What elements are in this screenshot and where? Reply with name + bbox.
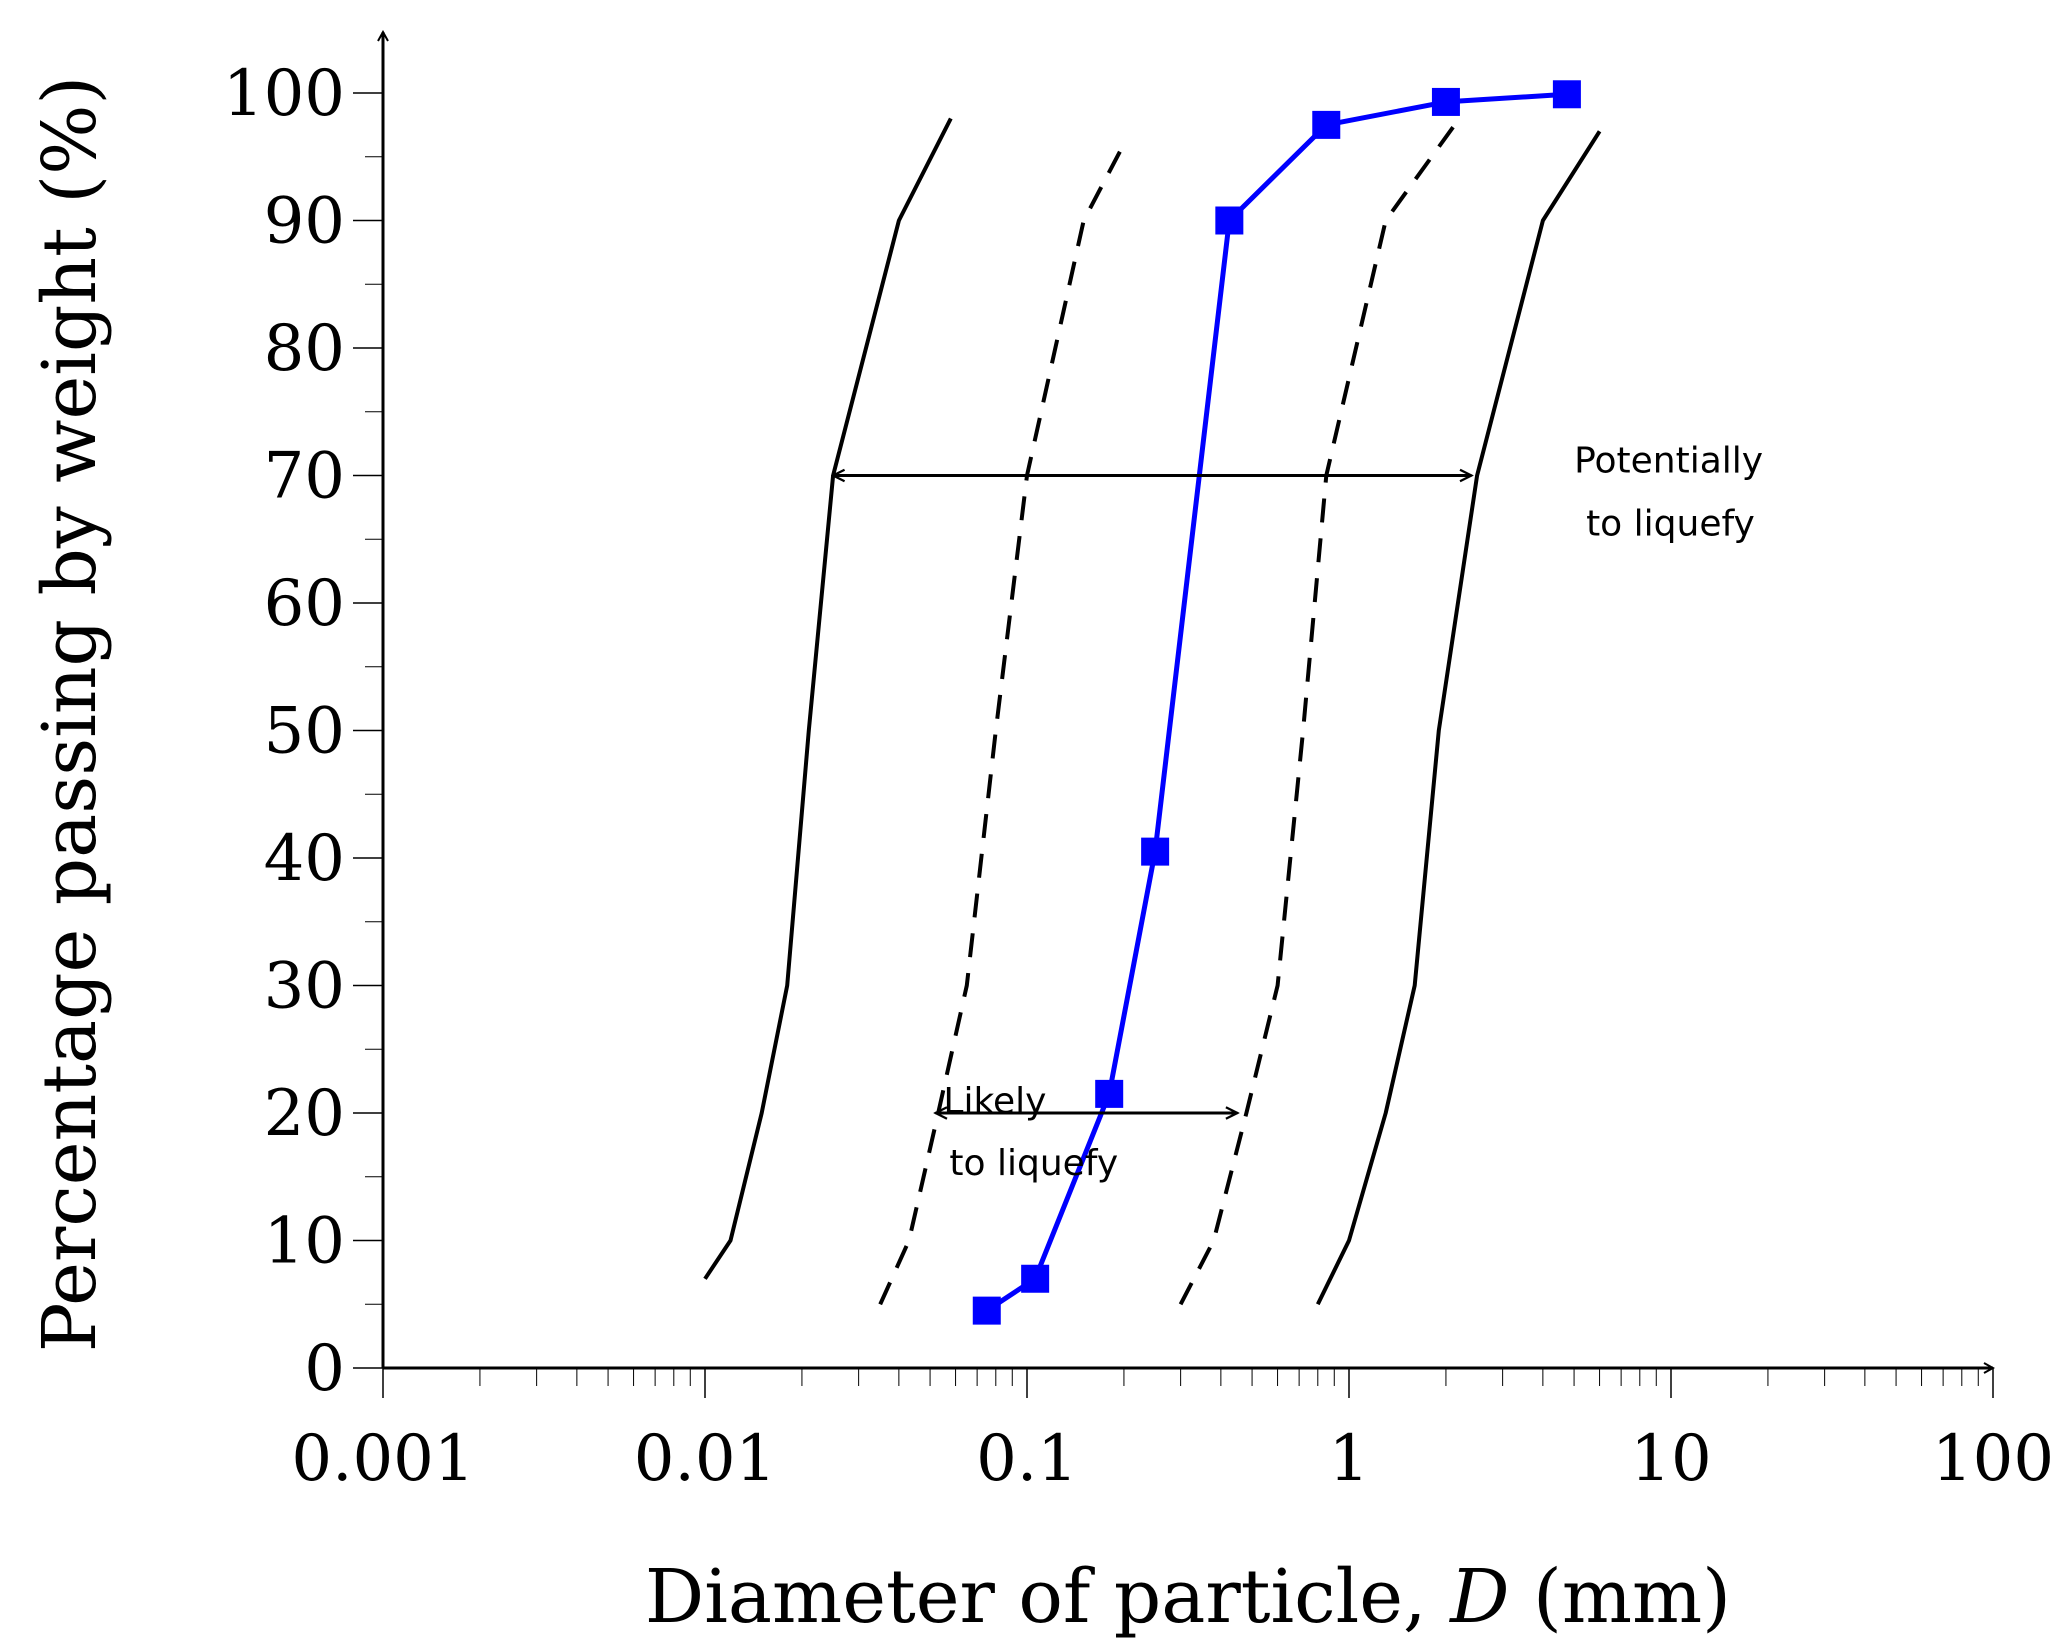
- series-line: [878, 143, 1126, 1306]
- y-tick-label: 50: [264, 695, 345, 769]
- series-line: [1316, 130, 1602, 1306]
- series-line: [1178, 117, 1461, 1306]
- series-layer: [703, 80, 1602, 1325]
- data-point: [1021, 1264, 1050, 1293]
- x-axis-label-symbol: D: [1448, 1554, 1509, 1640]
- annotation-label-line1: Potentially: [1574, 441, 1763, 482]
- series-3: [972, 80, 1581, 1325]
- series-2: [878, 143, 1126, 1306]
- x-tick-label: 10: [1630, 1422, 1711, 1496]
- y-tick-label: 0: [304, 1332, 345, 1406]
- annotation-label-line2: to liquefy: [1586, 504, 1755, 545]
- y-tick-label: 20: [264, 1077, 345, 1151]
- y-tick-label: 40: [264, 822, 345, 896]
- annotation-layer: Potentially to liquefy Likely to liquefy: [833, 441, 1763, 1184]
- annotation-1: Potentially to liquefy: [833, 441, 1763, 545]
- data-point: [1095, 1079, 1124, 1108]
- y-tick-label: 90: [264, 185, 345, 259]
- y-tick-label: 80: [264, 312, 345, 386]
- x-axis: 0.001 0.01 0.1 1 10 100 Diameter of particle,…: [291, 1368, 2054, 1640]
- y-tick-label: 10: [264, 1205, 345, 1279]
- x-tick-label: 100: [1932, 1422, 2054, 1496]
- data-point: [1431, 87, 1460, 116]
- x-tick-label: 1: [1329, 1422, 1370, 1496]
- annotation-label-line2: to liquefy: [949, 1143, 1118, 1184]
- y-tick-label: 70: [264, 440, 345, 514]
- x-tick-label: 0.1: [976, 1422, 1078, 1496]
- x-tick-label: 0.001: [291, 1422, 474, 1496]
- x-tick-label: 0.01: [634, 1422, 777, 1496]
- x-axis-label: Diameter of particle, D (mm): [645, 1554, 1731, 1640]
- data-point: [1312, 110, 1341, 139]
- data-point: [1141, 837, 1170, 866]
- series-1: [703, 117, 953, 1280]
- data-point: [1552, 80, 1581, 109]
- y-axis-label: Percentage passing by weight (%): [27, 76, 113, 1353]
- y-tick-label: 100: [223, 57, 345, 131]
- annotation-2: Likely to liquefy: [936, 1081, 1238, 1184]
- y-ticks: [353, 92, 383, 1369]
- y-tick-label: 30: [264, 950, 345, 1024]
- data-point: [972, 1296, 1001, 1325]
- series-5: [1316, 130, 1602, 1306]
- annotation-label-line1: Likely: [943, 1081, 1046, 1122]
- data-point: [1215, 206, 1244, 235]
- y-axis: 0 10 20 30 40 50 60 70 80 90 100 Percentage passin…: [27, 32, 383, 1406]
- y-tick-labels: 0 10 20 30 40 50 60 70 80 90 100: [223, 57, 345, 1406]
- y-tick-label: 60: [264, 567, 345, 641]
- x-axis-label-unit: (mm): [1509, 1554, 1731, 1640]
- x-tick-labels: 0.001 0.01 0.1 1 10 100: [291, 1422, 2054, 1496]
- x-axis-label-text: Diameter of particle,: [645, 1554, 1450, 1640]
- series-line: [985, 91, 1568, 1313]
- series-line: [703, 117, 953, 1280]
- x-ticks: [382, 1368, 1994, 1398]
- series-4: [1178, 117, 1461, 1306]
